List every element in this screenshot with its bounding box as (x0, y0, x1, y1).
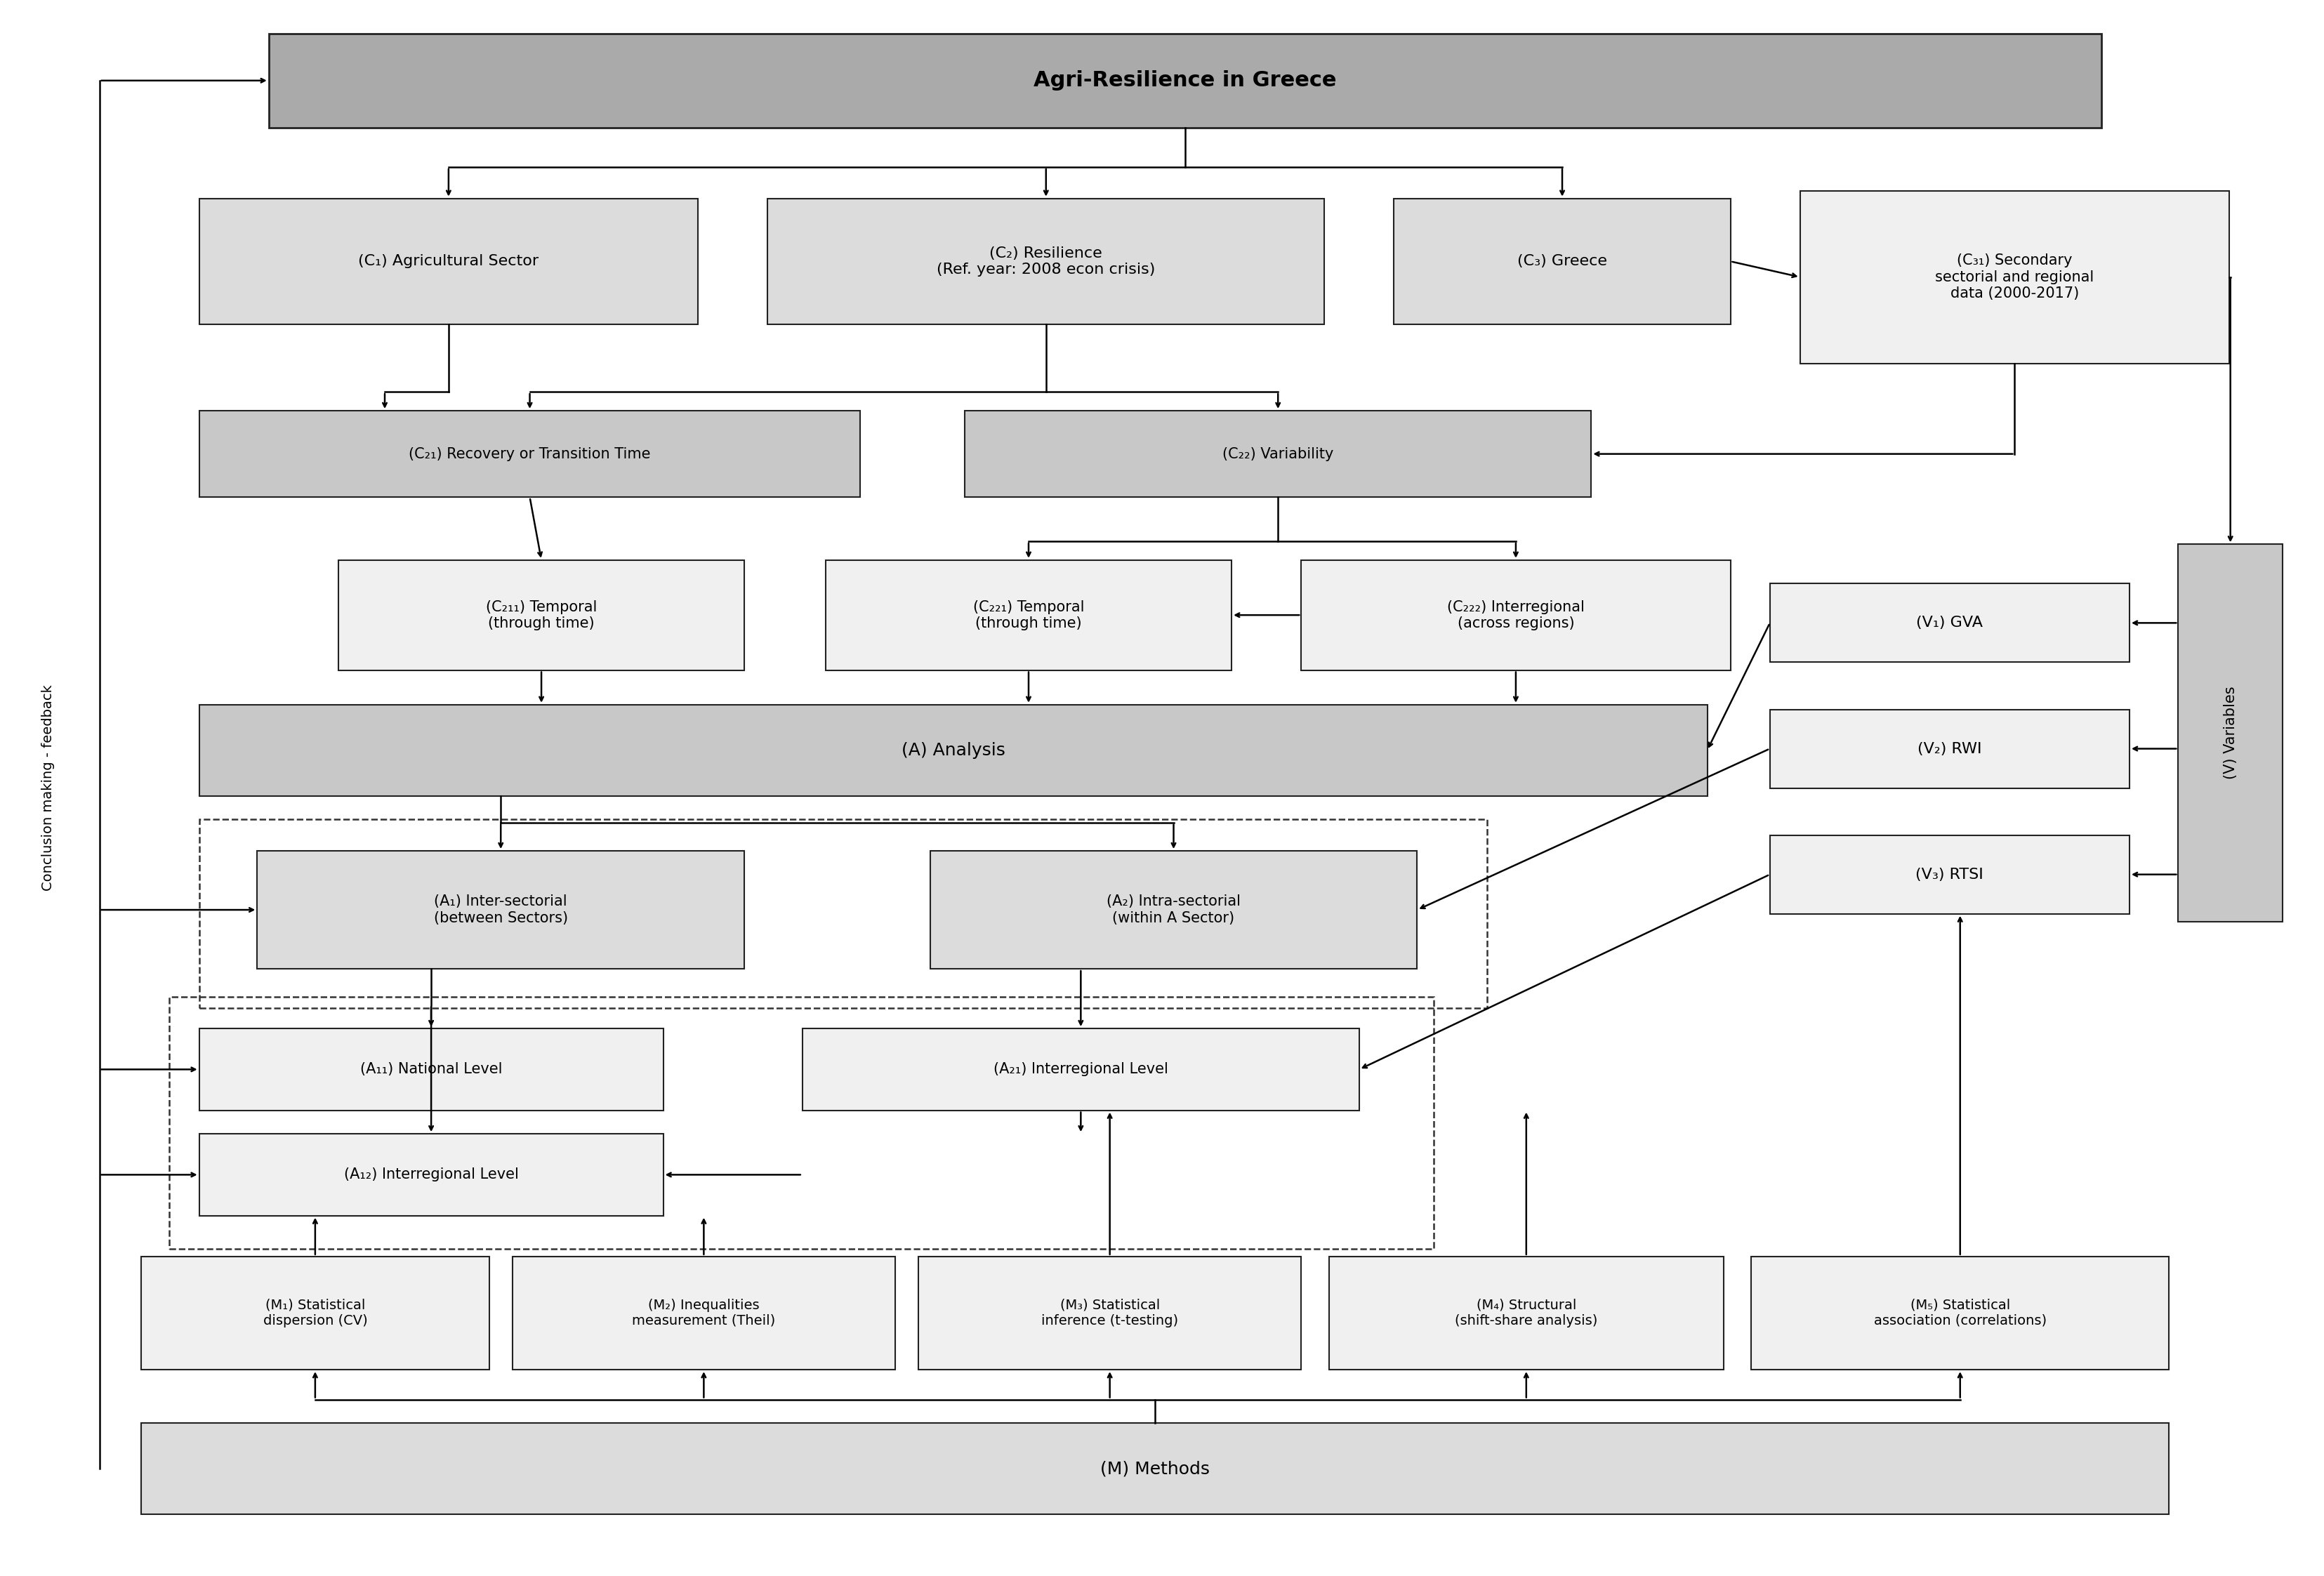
Bar (200, 820, 1487, 1009)
Bar (511, 1256, 895, 1370)
Text: (V) Variables: (V) Variables (2224, 687, 2238, 780)
Text: (M₅) Statistical
association (correlations): (M₅) Statistical association (correlatio… (1873, 1299, 2047, 1327)
Text: (C₃₁) Secondary
sectorial and regional
data (2000-2017): (C₃₁) Secondary sectorial and regional d… (1936, 254, 2094, 301)
Bar (825, 559, 1232, 670)
Text: (M₃) Statistical
inference (t-testing): (M₃) Statistical inference (t-testing) (1041, 1299, 1178, 1327)
Text: (C₂₂) Variability: (C₂₂) Variability (1222, 448, 1334, 460)
Bar (142, 1256, 488, 1370)
Text: (A₁) Inter-sectorial
(between Sectors): (A₁) Inter-sectorial (between Sectors) (435, 895, 567, 925)
Text: (M) Methods: (M) Methods (1099, 1461, 1211, 1477)
Text: (C₂₁) Recovery or Transition Time: (C₂₁) Recovery or Transition Time (409, 448, 651, 460)
Text: (V₁) GVA: (V₁) GVA (1917, 616, 1982, 630)
Bar (1771, 709, 2129, 788)
Bar (1394, 199, 1731, 325)
Bar (200, 411, 860, 496)
Text: (C₂) Resilience
(Ref. year: 2008 econ crisis): (C₂) Resilience (Ref. year: 2008 econ cr… (937, 246, 1155, 276)
Text: (A) Analysis: (A) Analysis (902, 742, 1004, 758)
Text: (C₂₂₁) Temporal
(through time): (C₂₂₁) Temporal (through time) (974, 600, 1085, 630)
Bar (1801, 191, 2229, 364)
Bar (200, 1133, 662, 1215)
Bar (170, 998, 1434, 1248)
Text: (A₂₁) Interregional Level: (A₂₁) Interregional Level (992, 1062, 1169, 1076)
Bar (200, 199, 697, 325)
Text: (C₂₁₁) Temporal
(through time): (C₂₁₁) Temporal (through time) (486, 600, 597, 630)
Bar (339, 559, 744, 670)
Text: (C₁) Agricultural Sector: (C₁) Agricultural Sector (358, 254, 539, 268)
Bar (964, 411, 1592, 496)
Bar (802, 1029, 1360, 1110)
Bar (258, 851, 744, 969)
Text: (A₂) Intra-sectorial
(within A Sector): (A₂) Intra-sectorial (within A Sector) (1106, 895, 1241, 925)
Text: (C₃) Greece: (C₃) Greece (1518, 254, 1608, 268)
Bar (930, 851, 1418, 969)
Text: (V₃) RTSI: (V₃) RTSI (1915, 867, 1985, 881)
Bar (1752, 1256, 2168, 1370)
Bar (767, 199, 1325, 325)
Text: Agri-Resilience in Greece: Agri-Resilience in Greece (1034, 71, 1336, 91)
Bar (270, 33, 2101, 128)
Text: (A₁₁) National Level: (A₁₁) National Level (360, 1062, 502, 1076)
Bar (2178, 544, 2282, 922)
Text: Conclusion making - feedback: Conclusion making - feedback (42, 686, 56, 890)
Bar (1771, 583, 2129, 662)
Bar (200, 704, 1708, 796)
Bar (142, 1423, 2168, 1515)
Text: (A₁₂) Interregional Level: (A₁₂) Interregional Level (344, 1168, 518, 1182)
Bar (918, 1256, 1301, 1370)
Text: (C₂₂₂) Interregional
(across regions): (C₂₂₂) Interregional (across regions) (1448, 600, 1585, 630)
Bar (200, 1029, 662, 1110)
Text: (M₁) Statistical
dispersion (CV): (M₁) Statistical dispersion (CV) (263, 1299, 367, 1327)
Text: (M₄) Structural
(shift-share analysis): (M₄) Structural (shift-share analysis) (1455, 1299, 1597, 1327)
Bar (1771, 835, 2129, 914)
Text: (M₂) Inequalities
measurement (Theil): (M₂) Inequalities measurement (Theil) (632, 1299, 776, 1327)
Bar (1301, 559, 1731, 670)
Text: (V₂) RWI: (V₂) RWI (1917, 742, 1982, 756)
Bar (1329, 1256, 1724, 1370)
